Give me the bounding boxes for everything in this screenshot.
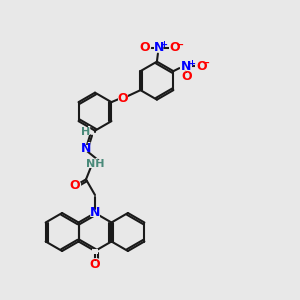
Text: N: N	[89, 206, 101, 220]
Text: N: N	[90, 206, 100, 220]
Text: NH: NH	[85, 157, 105, 170]
Text: O: O	[116, 91, 128, 105]
Bar	[88, 160, 102, 168]
Text: O: O	[195, 59, 207, 73]
Bar	[82, 128, 90, 135]
Text: N: N	[154, 41, 164, 54]
Text: O: O	[169, 41, 180, 54]
Text: H: H	[81, 125, 91, 138]
Text: O: O	[196, 60, 207, 73]
Text: +: +	[160, 40, 167, 49]
Bar	[91, 209, 100, 217]
Text: O: O	[117, 92, 128, 105]
Text: N: N	[80, 141, 92, 155]
Text: O: O	[169, 40, 181, 55]
Bar	[195, 62, 207, 70]
Bar	[169, 44, 181, 52]
Text: O: O	[181, 70, 192, 83]
Text: O: O	[139, 40, 151, 55]
Bar	[180, 62, 192, 70]
Text: O: O	[90, 257, 100, 271]
Bar	[92, 248, 98, 253]
Bar	[118, 94, 127, 102]
Bar	[154, 44, 164, 52]
Bar	[140, 44, 149, 52]
Text: +: +	[188, 58, 195, 68]
Text: O: O	[69, 179, 80, 192]
Text: NH: NH	[86, 159, 104, 169]
Text: O: O	[140, 41, 150, 54]
Text: N: N	[81, 142, 91, 155]
Text: N: N	[153, 40, 165, 55]
Bar	[182, 73, 190, 80]
Bar	[71, 182, 79, 189]
Bar	[82, 145, 90, 152]
Text: O: O	[89, 257, 101, 271]
Text: H: H	[81, 127, 91, 136]
Text: −: −	[202, 58, 210, 68]
Text: N: N	[181, 60, 192, 73]
Text: N: N	[181, 59, 192, 73]
Text: O: O	[69, 179, 81, 193]
Text: −: −	[176, 40, 184, 50]
Text: O: O	[180, 69, 192, 83]
Bar	[91, 260, 99, 268]
